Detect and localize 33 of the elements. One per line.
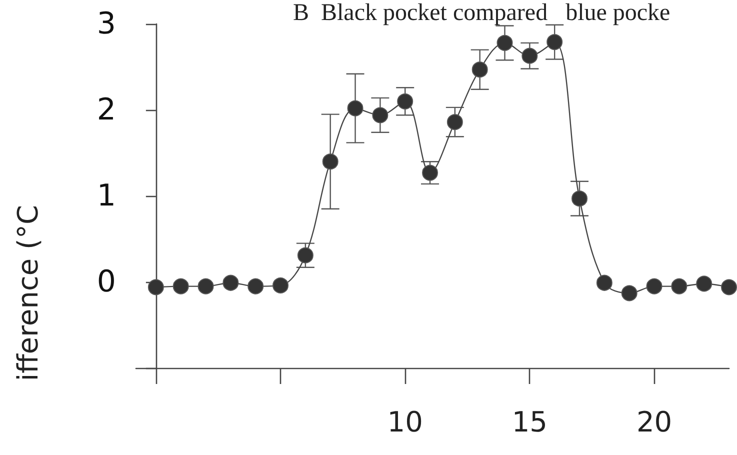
point: [472, 62, 488, 78]
point: [347, 100, 364, 116]
point: [496, 34, 513, 51]
point: [422, 164, 438, 181]
point: [646, 278, 662, 294]
point: [222, 274, 239, 291]
chart-title: B Black pocket compared blue pocke: [293, 0, 670, 26]
point: [446, 114, 463, 130]
point: [272, 277, 289, 294]
point: [721, 279, 737, 296]
y-axis-title: ifference (°C: [12, 204, 44, 382]
y-tick-label: 0: [96, 264, 116, 300]
point: [372, 107, 388, 124]
point: [297, 247, 314, 264]
point: [621, 285, 638, 302]
point: [572, 190, 588, 207]
x-tick-label: 10: [387, 406, 423, 438]
point: [148, 279, 164, 296]
point: [696, 276, 712, 292]
x-tick-label: 20: [636, 406, 672, 438]
point: [671, 278, 688, 294]
y-tick-label: 1: [96, 178, 116, 214]
point: [596, 274, 612, 291]
x-tick-label: 15: [512, 406, 548, 438]
y-tick-label: 3: [96, 6, 116, 42]
point: [198, 278, 214, 294]
point: [248, 278, 264, 294]
point: [322, 154, 338, 170]
point: [172, 278, 189, 294]
point: [546, 34, 563, 50]
y-tick-label: 2: [96, 92, 116, 128]
point: [522, 48, 538, 64]
point: [397, 93, 414, 110]
